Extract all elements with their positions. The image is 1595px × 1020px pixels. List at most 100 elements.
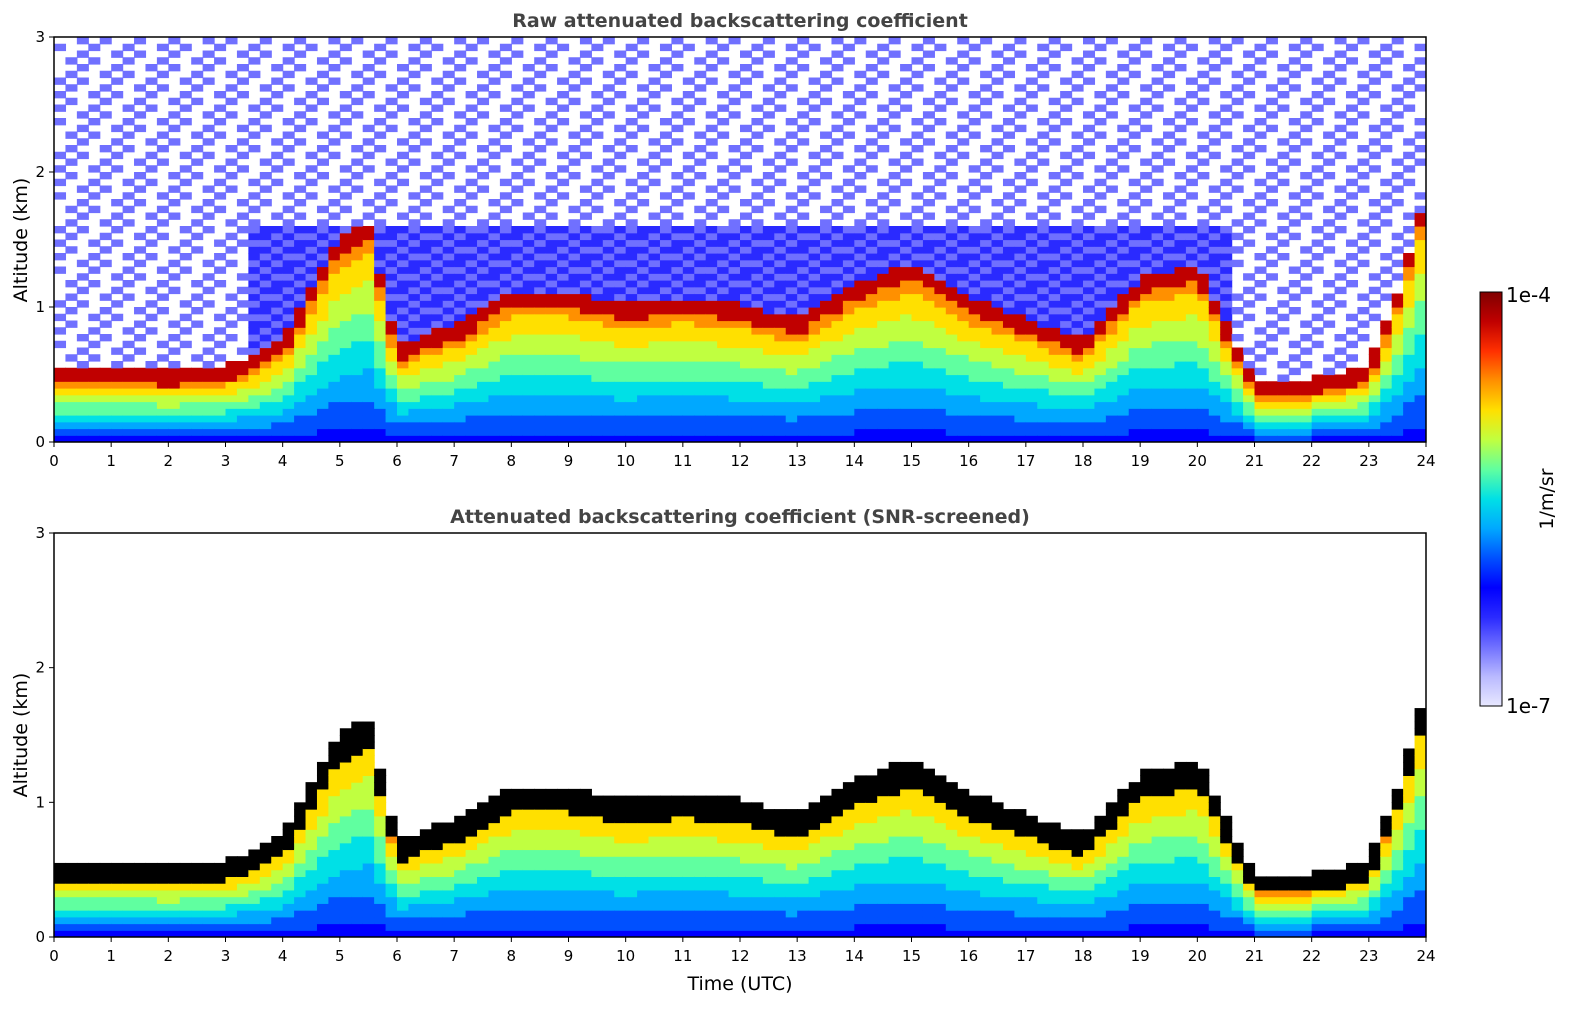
heatmap-cell xyxy=(1288,43,1301,52)
heatmap-cell xyxy=(122,388,135,396)
heatmap-cell xyxy=(477,428,490,436)
heatmap-cell xyxy=(1414,354,1426,362)
heatmap-cell xyxy=(705,421,718,430)
heatmap-cell xyxy=(511,340,524,349)
heatmap-cell xyxy=(1071,374,1084,382)
heatmap-cell xyxy=(1025,401,1038,409)
x-tick-label: 2 xyxy=(164,452,174,470)
x-tick-label: 6 xyxy=(392,452,402,470)
heatmap-cell xyxy=(762,50,775,58)
heatmap-cell xyxy=(1288,388,1301,396)
heatmap-cell xyxy=(717,165,730,173)
heatmap-cell xyxy=(88,192,101,200)
heatmap-cell xyxy=(1071,259,1084,268)
heatmap-cell xyxy=(877,118,890,126)
heatmap-cell xyxy=(1140,428,1153,436)
heatmap-cell xyxy=(1368,347,1381,355)
heatmap-cell xyxy=(294,903,307,911)
heatmap-cell xyxy=(248,232,261,241)
heatmap-cell xyxy=(362,91,375,99)
heatmap-cell xyxy=(648,151,661,160)
heatmap-cell xyxy=(499,145,512,153)
heatmap-cell xyxy=(991,381,1004,389)
heatmap-cell xyxy=(568,266,581,274)
heatmap-cell xyxy=(397,286,410,295)
heatmap-cell xyxy=(431,91,444,99)
heatmap-cell xyxy=(968,334,981,342)
heatmap-cell xyxy=(900,266,913,274)
heatmap-cell xyxy=(1002,313,1015,322)
heatmap-cell xyxy=(945,219,958,227)
heatmap-cell xyxy=(179,91,192,99)
heatmap-cell xyxy=(922,286,935,295)
heatmap-cell xyxy=(659,273,672,281)
heatmap-cell xyxy=(339,266,352,274)
heatmap-cell xyxy=(968,307,981,315)
heatmap-cell xyxy=(740,307,753,315)
heatmap-cell xyxy=(637,226,650,234)
heatmap-cell xyxy=(705,313,718,322)
heatmap-cell xyxy=(76,388,89,396)
heatmap-cell xyxy=(271,178,284,187)
heatmap-cell xyxy=(465,421,478,430)
heatmap-cell xyxy=(54,178,67,187)
heatmap-cell xyxy=(259,862,272,871)
heatmap-cell xyxy=(99,367,112,376)
heatmap-cell xyxy=(1185,239,1198,247)
heatmap-cell xyxy=(179,266,192,274)
heatmap-cell xyxy=(900,259,913,268)
heatmap-cell xyxy=(877,239,890,247)
heatmap-cell xyxy=(1391,327,1404,335)
heatmap-cell xyxy=(888,232,901,241)
heatmap-cell xyxy=(625,192,638,200)
heatmap-cell xyxy=(1105,286,1118,295)
heatmap-cell xyxy=(454,239,467,247)
x-tick-label: 16 xyxy=(959,452,978,470)
heatmap-cell xyxy=(900,253,913,261)
heatmap-cell xyxy=(945,381,958,389)
heatmap-cell xyxy=(191,916,204,925)
heatmap-cell xyxy=(545,421,558,430)
heatmap-cell xyxy=(225,70,238,79)
heatmap-cell xyxy=(888,158,901,166)
heatmap-cell xyxy=(854,286,867,295)
heatmap-cell xyxy=(614,293,627,301)
heatmap-cell xyxy=(1243,226,1256,234)
heatmap-cell xyxy=(191,923,204,931)
heatmap-cell xyxy=(1094,367,1107,376)
heatmap-cell xyxy=(339,192,352,200)
heatmap-cell xyxy=(602,354,615,362)
heatmap-cell xyxy=(236,923,249,931)
heatmap-cell xyxy=(1197,300,1210,308)
heatmap-cell xyxy=(808,374,821,382)
heatmap-cell xyxy=(236,212,249,220)
heatmap-cell xyxy=(1323,205,1336,214)
heatmap-cell xyxy=(888,394,901,403)
heatmap-cell xyxy=(1197,320,1210,328)
heatmap-cell xyxy=(1323,293,1336,301)
heatmap-cell xyxy=(454,428,467,436)
heatmap-cell xyxy=(1128,104,1141,112)
heatmap-cell xyxy=(1414,421,1426,430)
heatmap-cell xyxy=(122,293,135,301)
heatmap-cell xyxy=(111,151,124,160)
heatmap-cell xyxy=(1357,320,1370,328)
heatmap-cell xyxy=(1334,77,1347,85)
heatmap-cell xyxy=(134,246,147,254)
heatmap-cell xyxy=(282,361,295,369)
heatmap-cell xyxy=(374,320,387,328)
heatmap-cell xyxy=(271,401,284,409)
heatmap-cell xyxy=(1380,401,1393,409)
heatmap-cell xyxy=(374,388,387,396)
heatmap-cell xyxy=(659,394,672,403)
heatmap-cell xyxy=(968,104,981,112)
heatmap-cell xyxy=(99,394,112,403)
heatmap-cell xyxy=(877,313,890,322)
heatmap-cell xyxy=(774,327,787,335)
heatmap-cell xyxy=(1403,347,1416,355)
heatmap-cell xyxy=(945,84,958,92)
heatmap-cell xyxy=(1163,273,1176,281)
heatmap-cell xyxy=(854,320,867,328)
heatmap-cell xyxy=(751,286,764,295)
heatmap-cell xyxy=(991,428,1004,436)
